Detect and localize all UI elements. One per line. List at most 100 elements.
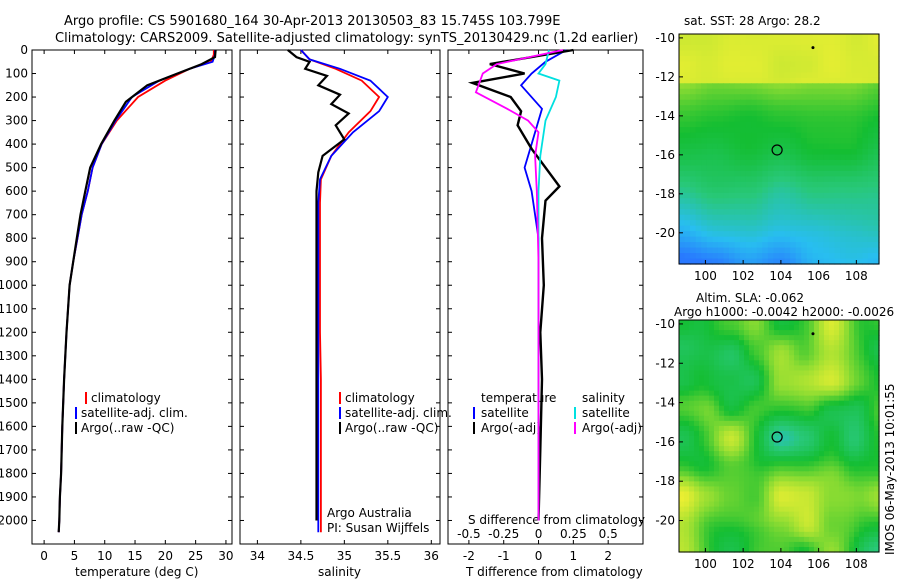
map-cell: [874, 526, 880, 533]
map-cell: [869, 531, 875, 538]
map-cell: [679, 253, 686, 260]
map-cell: [869, 430, 875, 437]
map-cell: [817, 143, 825, 150]
map-cell: [839, 395, 845, 402]
map-cell: [859, 496, 865, 503]
map-cell: [706, 209, 713, 216]
map-cell: [873, 165, 880, 172]
map-cell: [679, 335, 685, 341]
map-cell: [684, 88, 691, 95]
map-cell: [729, 325, 735, 331]
map-cell: [779, 466, 785, 472]
map-cell: [817, 110, 825, 117]
map-cell: [795, 138, 802, 145]
map-cell: [799, 546, 805, 553]
map-cell: [767, 154, 775, 161]
map-cell: [704, 380, 710, 387]
map-cell: [744, 405, 750, 412]
map-cell: [690, 220, 697, 227]
map-cell: [779, 496, 785, 503]
map-cell: [862, 39, 869, 46]
map-cell: [795, 132, 802, 139]
map-cell: [856, 105, 863, 112]
map-cell: [859, 355, 865, 361]
map-cell: [840, 99, 847, 106]
map-cell: [854, 430, 860, 437]
map-cell: [824, 441, 830, 447]
map-cell: [690, 72, 697, 79]
map-cell: [874, 355, 880, 361]
map-cell: [712, 242, 719, 249]
map-cell: [744, 395, 750, 402]
map-cell: [729, 370, 735, 377]
map-cell: [823, 72, 830, 79]
map-cell: [756, 236, 763, 243]
map-cell: [764, 425, 770, 432]
map-cell: [719, 501, 725, 508]
map-cell: [844, 425, 850, 432]
map-cell: [799, 496, 805, 503]
map-cell: [867, 143, 875, 150]
map-cell: [806, 242, 813, 249]
map-cell: [794, 446, 800, 452]
map-cell: [684, 192, 691, 199]
map-cell: [806, 154, 813, 161]
map-cell: [689, 335, 695, 341]
map-cell: [699, 526, 705, 533]
map-cell: [769, 481, 775, 488]
map-cell: [764, 420, 770, 427]
map-cell: [679, 516, 685, 523]
map-cell: [867, 105, 875, 112]
map-cell: [717, 247, 725, 254]
map-cell: [819, 335, 825, 341]
map-cell: [812, 220, 819, 227]
map-cell: [695, 61, 702, 68]
map-cell: [799, 531, 805, 538]
map-cell: [684, 231, 691, 238]
map-cell: [795, 105, 802, 112]
map-cell: [806, 138, 813, 145]
map-cell: [809, 390, 815, 397]
map-cell: [840, 159, 847, 167]
map-cell: [739, 360, 745, 366]
map-cell: [684, 355, 690, 361]
map-cell: [751, 258, 758, 265]
map-cell: [849, 471, 855, 477]
map-cell: [740, 165, 747, 172]
map-cell: [829, 66, 836, 73]
map-cell: [709, 390, 715, 397]
map-cell: [801, 138, 808, 145]
sst-map-title: sat. SST: 28 Argo: 28.2: [684, 14, 821, 28]
map-cell: [679, 466, 685, 472]
map-cell: [859, 471, 865, 477]
map-cell: [754, 506, 760, 513]
map-cell: [829, 198, 836, 205]
map-cell: [724, 365, 730, 372]
map-cell: [744, 441, 750, 447]
map-cell: [844, 491, 850, 498]
map-cell: [859, 395, 865, 402]
map-cell: [784, 491, 790, 498]
map-cell: [824, 506, 830, 513]
map-cell: [823, 127, 830, 134]
map-cell: [799, 430, 805, 437]
map-cell: [789, 466, 795, 472]
map-cell: [834, 536, 840, 543]
map-cell: [689, 481, 695, 488]
map-cell: [762, 132, 769, 139]
map-cell: [694, 451, 700, 457]
map-cell: [717, 154, 725, 161]
map-cell: [751, 83, 758, 90]
map-cell: [740, 242, 747, 249]
map-cell: [734, 335, 740, 341]
map-cell: [806, 116, 813, 123]
map-cell: [859, 325, 865, 331]
map-cell: [739, 461, 745, 467]
map-cell: [844, 471, 850, 477]
map-cell: [745, 55, 752, 62]
map-cell: [744, 385, 750, 392]
y-tick-label: 700: [5, 208, 28, 222]
map-cell: [844, 415, 850, 422]
map-cell: [706, 192, 713, 199]
map-cell: [824, 335, 830, 341]
